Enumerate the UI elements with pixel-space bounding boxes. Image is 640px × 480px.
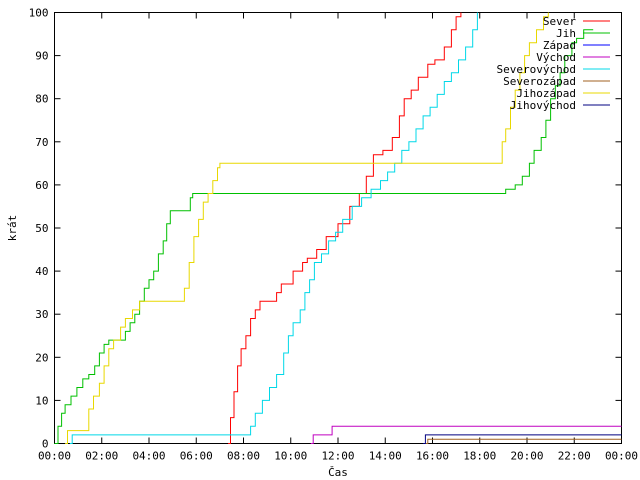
series-line (54, 29, 594, 444)
series-line (65, 12, 549, 444)
x-tick-label: 04:00 (132, 450, 165, 463)
series-line (69, 12, 478, 444)
legend-label: Západ (543, 39, 576, 52)
legend-label: Jihovýchod (510, 99, 576, 112)
y-tick-label: 0 (42, 438, 49, 451)
y-tick-label: 10 (35, 394, 48, 407)
y-tick-label: 50 (35, 222, 48, 235)
series-line (228, 12, 462, 444)
legend-label: Východ (536, 51, 576, 64)
legend-label: Severovýchod (497, 63, 576, 76)
x-axis-label: Čas (328, 466, 348, 479)
legend-label: Jihozápad (516, 87, 576, 100)
x-tick-label: 10:00 (274, 450, 307, 463)
y-tick-label: 80 (35, 93, 48, 106)
x-tick-label: 14:00 (369, 450, 402, 463)
legend-label: Sever (543, 15, 576, 28)
legend-label: Jih (556, 27, 576, 40)
y-tick-label: 90 (35, 50, 48, 63)
y-tick-label: 20 (35, 351, 48, 364)
y-tick-label: 100 (29, 7, 49, 20)
x-tick-label: 00:00 (605, 450, 638, 463)
legend-label: Severozápad (503, 75, 576, 88)
axis-ticks: 0 10 20 30 40 50 60 70 80 90 100 00:00 02:00 04:00 06:… (29, 7, 638, 463)
series-line (425, 438, 622, 444)
y-tick-label: 40 (35, 265, 48, 278)
x-tick-label: 20:00 (510, 450, 543, 463)
y-axis-label: krát (6, 215, 19, 242)
series-line (310, 425, 622, 444)
x-tick-label: 18:00 (463, 450, 496, 463)
x-tick-label: 12:00 (321, 450, 354, 463)
x-tick-label: 08:00 (227, 450, 260, 463)
legend: SeverJihZápadVýchodSeverovýchodSeverozáp… (497, 15, 610, 112)
x-tick-label: 00:00 (38, 450, 71, 463)
y-tick-label: 70 (35, 136, 48, 149)
y-tick-label: 30 (35, 308, 48, 321)
series-lines (54, 12, 622, 444)
series-line (423, 434, 622, 444)
y-tick-label: 60 (35, 179, 48, 192)
x-tick-label: 06:00 (180, 450, 213, 463)
x-tick-label: 16:00 (416, 450, 449, 463)
x-tick-label: 22:00 (558, 450, 591, 463)
x-tick-label: 02:00 (85, 450, 118, 463)
